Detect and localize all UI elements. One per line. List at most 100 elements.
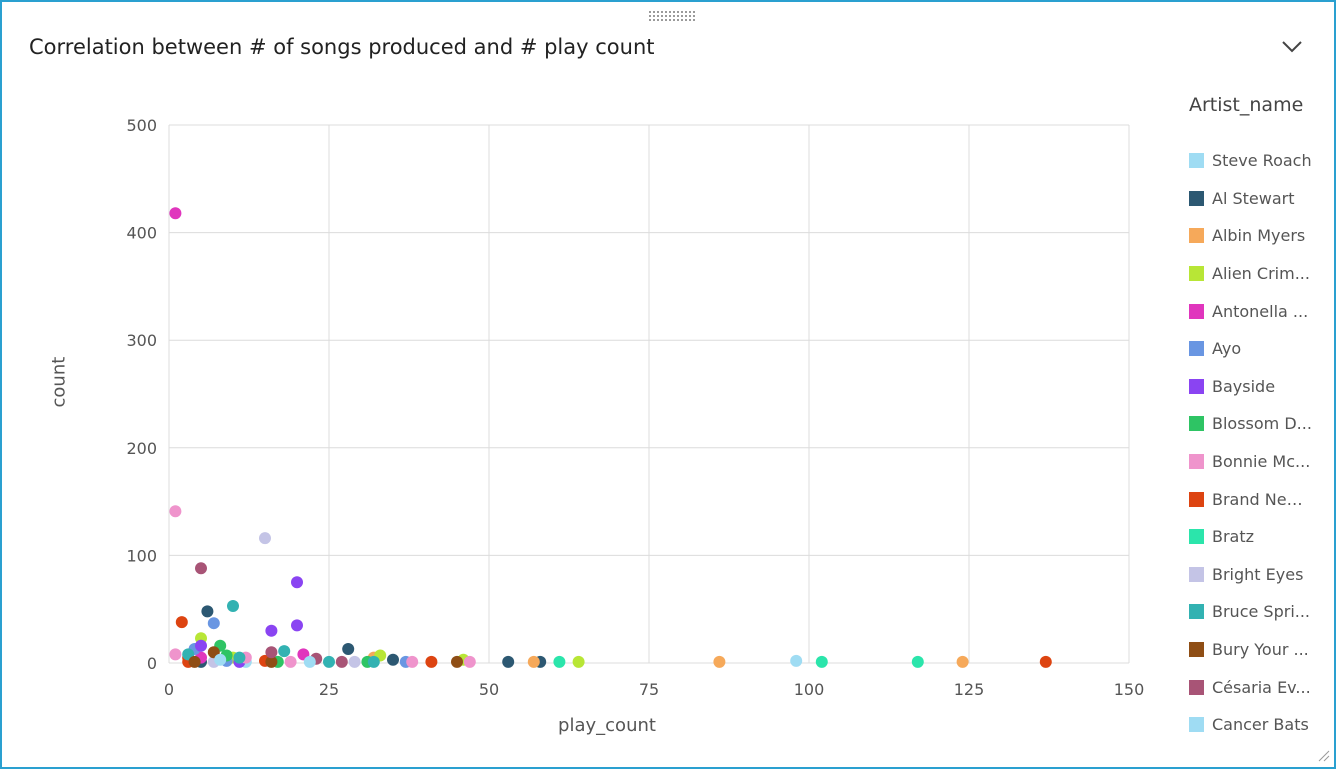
legend-label: Bruce Spri... [1212,602,1311,622]
legend-swatch [1189,153,1204,169]
x-tick-label: 50 [479,680,499,699]
legend-swatch [1189,303,1204,319]
x-tick-label: 125 [954,680,985,699]
data-point [195,639,207,652]
legend-label: Steve Roach [1212,151,1312,171]
legend-swatch [1189,642,1204,658]
data-point [387,653,399,666]
legend-swatch [1189,529,1204,545]
scatter-plot: 0 25 50 75 100 125 150 0 100 200 300 400 500 [126,116,1145,699]
data-point [572,655,585,668]
data-point [214,653,227,666]
data-point [911,655,924,668]
data-point [169,505,182,518]
data-point [265,624,278,637]
legend-item[interactable]: Albin Myers [1189,217,1319,255]
data-point [207,617,220,630]
legend-item[interactable]: Bonnie Mc... [1189,443,1319,481]
legend-swatch [1189,454,1204,470]
legend-item[interactable]: Bayside [1189,368,1319,406]
y-tick-label: 200 [126,439,157,458]
legend-swatch [1189,378,1204,394]
legend-item[interactable]: Blossom D... [1189,405,1319,443]
legend-label: Bayside [1212,376,1276,396]
data-point [348,655,361,668]
y-tick-label: 400 [126,224,157,243]
data-point [195,562,207,575]
data-point [713,655,726,668]
data-point [463,655,476,668]
legend-item[interactable]: Césaria Ev... [1189,668,1319,706]
data-point [553,655,566,668]
legend-label: Ayo [1212,339,1242,359]
legend-item[interactable]: Cancer Bats [1189,706,1319,744]
data-point [188,655,201,668]
x-tick-label: 100 [794,680,825,699]
y-axis-label: count [48,356,70,408]
legend-item[interactable]: Al Stewart [1189,180,1319,218]
chart-title: Correlation between # of songs produced … [29,35,655,59]
data-point [425,655,438,668]
drag-handle[interactable] [649,11,695,21]
legend-item[interactable]: Bury Your ... [1189,631,1319,669]
x-tick-label: 0 [164,680,174,699]
data-point [527,655,540,668]
legend-item[interactable]: Bruce Spri... [1189,593,1319,631]
legend-item[interactable]: Alien Crim... [1189,255,1319,293]
y-tick-label: 100 [126,546,157,565]
legend-label: Césaria Ev... [1212,677,1311,697]
x-axis-label: play_count [558,715,656,736]
legend-label: Cancer Bats [1212,715,1309,735]
legend-label: Antonella ... [1212,301,1309,321]
legend-item[interactable]: Brand New... [1189,480,1319,518]
x-tick-label: 150 [1114,680,1145,699]
data-point [201,605,214,618]
legend-item[interactable]: Bratz [1189,518,1319,556]
legend-item[interactable]: Antonella ... [1189,292,1319,330]
data-point [335,655,348,668]
legend-item[interactable]: Ayo [1189,330,1319,368]
data-point [451,655,463,668]
y-tick-label: 500 [126,116,157,135]
data-point [956,655,969,668]
legend: Steve Roach Al Stewart Albin Myers Alien Cr… [1189,142,1319,744]
legend-swatch [1189,416,1204,432]
legend-label: Bright Eyes [1212,564,1304,584]
data-point [303,655,316,668]
data-point [227,599,239,612]
legend-swatch [1189,341,1204,357]
legend-item[interactable]: Steve Roach [1189,142,1319,180]
legend-label: Blossom D... [1212,414,1312,434]
data-point [342,643,355,656]
data-point [265,646,278,659]
data-point [815,655,828,668]
x-tick-label: 25 [319,680,339,699]
data-point [284,655,297,668]
legend-label: Bratz [1212,527,1255,547]
data-point [259,532,271,545]
legend-swatch [1189,491,1204,507]
legend-item[interactable]: Bright Eyes [1189,556,1319,594]
data-point [175,616,188,629]
resize-handle-icon[interactable] [1316,748,1330,762]
legend-swatch [1189,679,1204,695]
legend-label: Albin Myers [1212,226,1306,246]
data-point [502,655,515,668]
data-point [406,655,419,668]
y-tick-label: 300 [126,331,157,350]
legend-label: Alien Crim... [1212,264,1310,284]
data-point [278,645,291,658]
x-tick-label: 75 [639,680,659,699]
legend-swatch [1189,566,1204,582]
legend-label: Bonnie Mc... [1212,452,1311,472]
legend-label: Bury Your ... [1212,640,1309,660]
legend-swatch [1189,228,1204,244]
legend-swatch [1189,604,1204,620]
data-point [323,655,335,668]
data-point [790,654,803,667]
data-point [1039,655,1052,668]
data-point [265,655,278,668]
legend-title: Artist_name [1189,94,1304,116]
chevron-down-icon[interactable] [1280,38,1304,54]
